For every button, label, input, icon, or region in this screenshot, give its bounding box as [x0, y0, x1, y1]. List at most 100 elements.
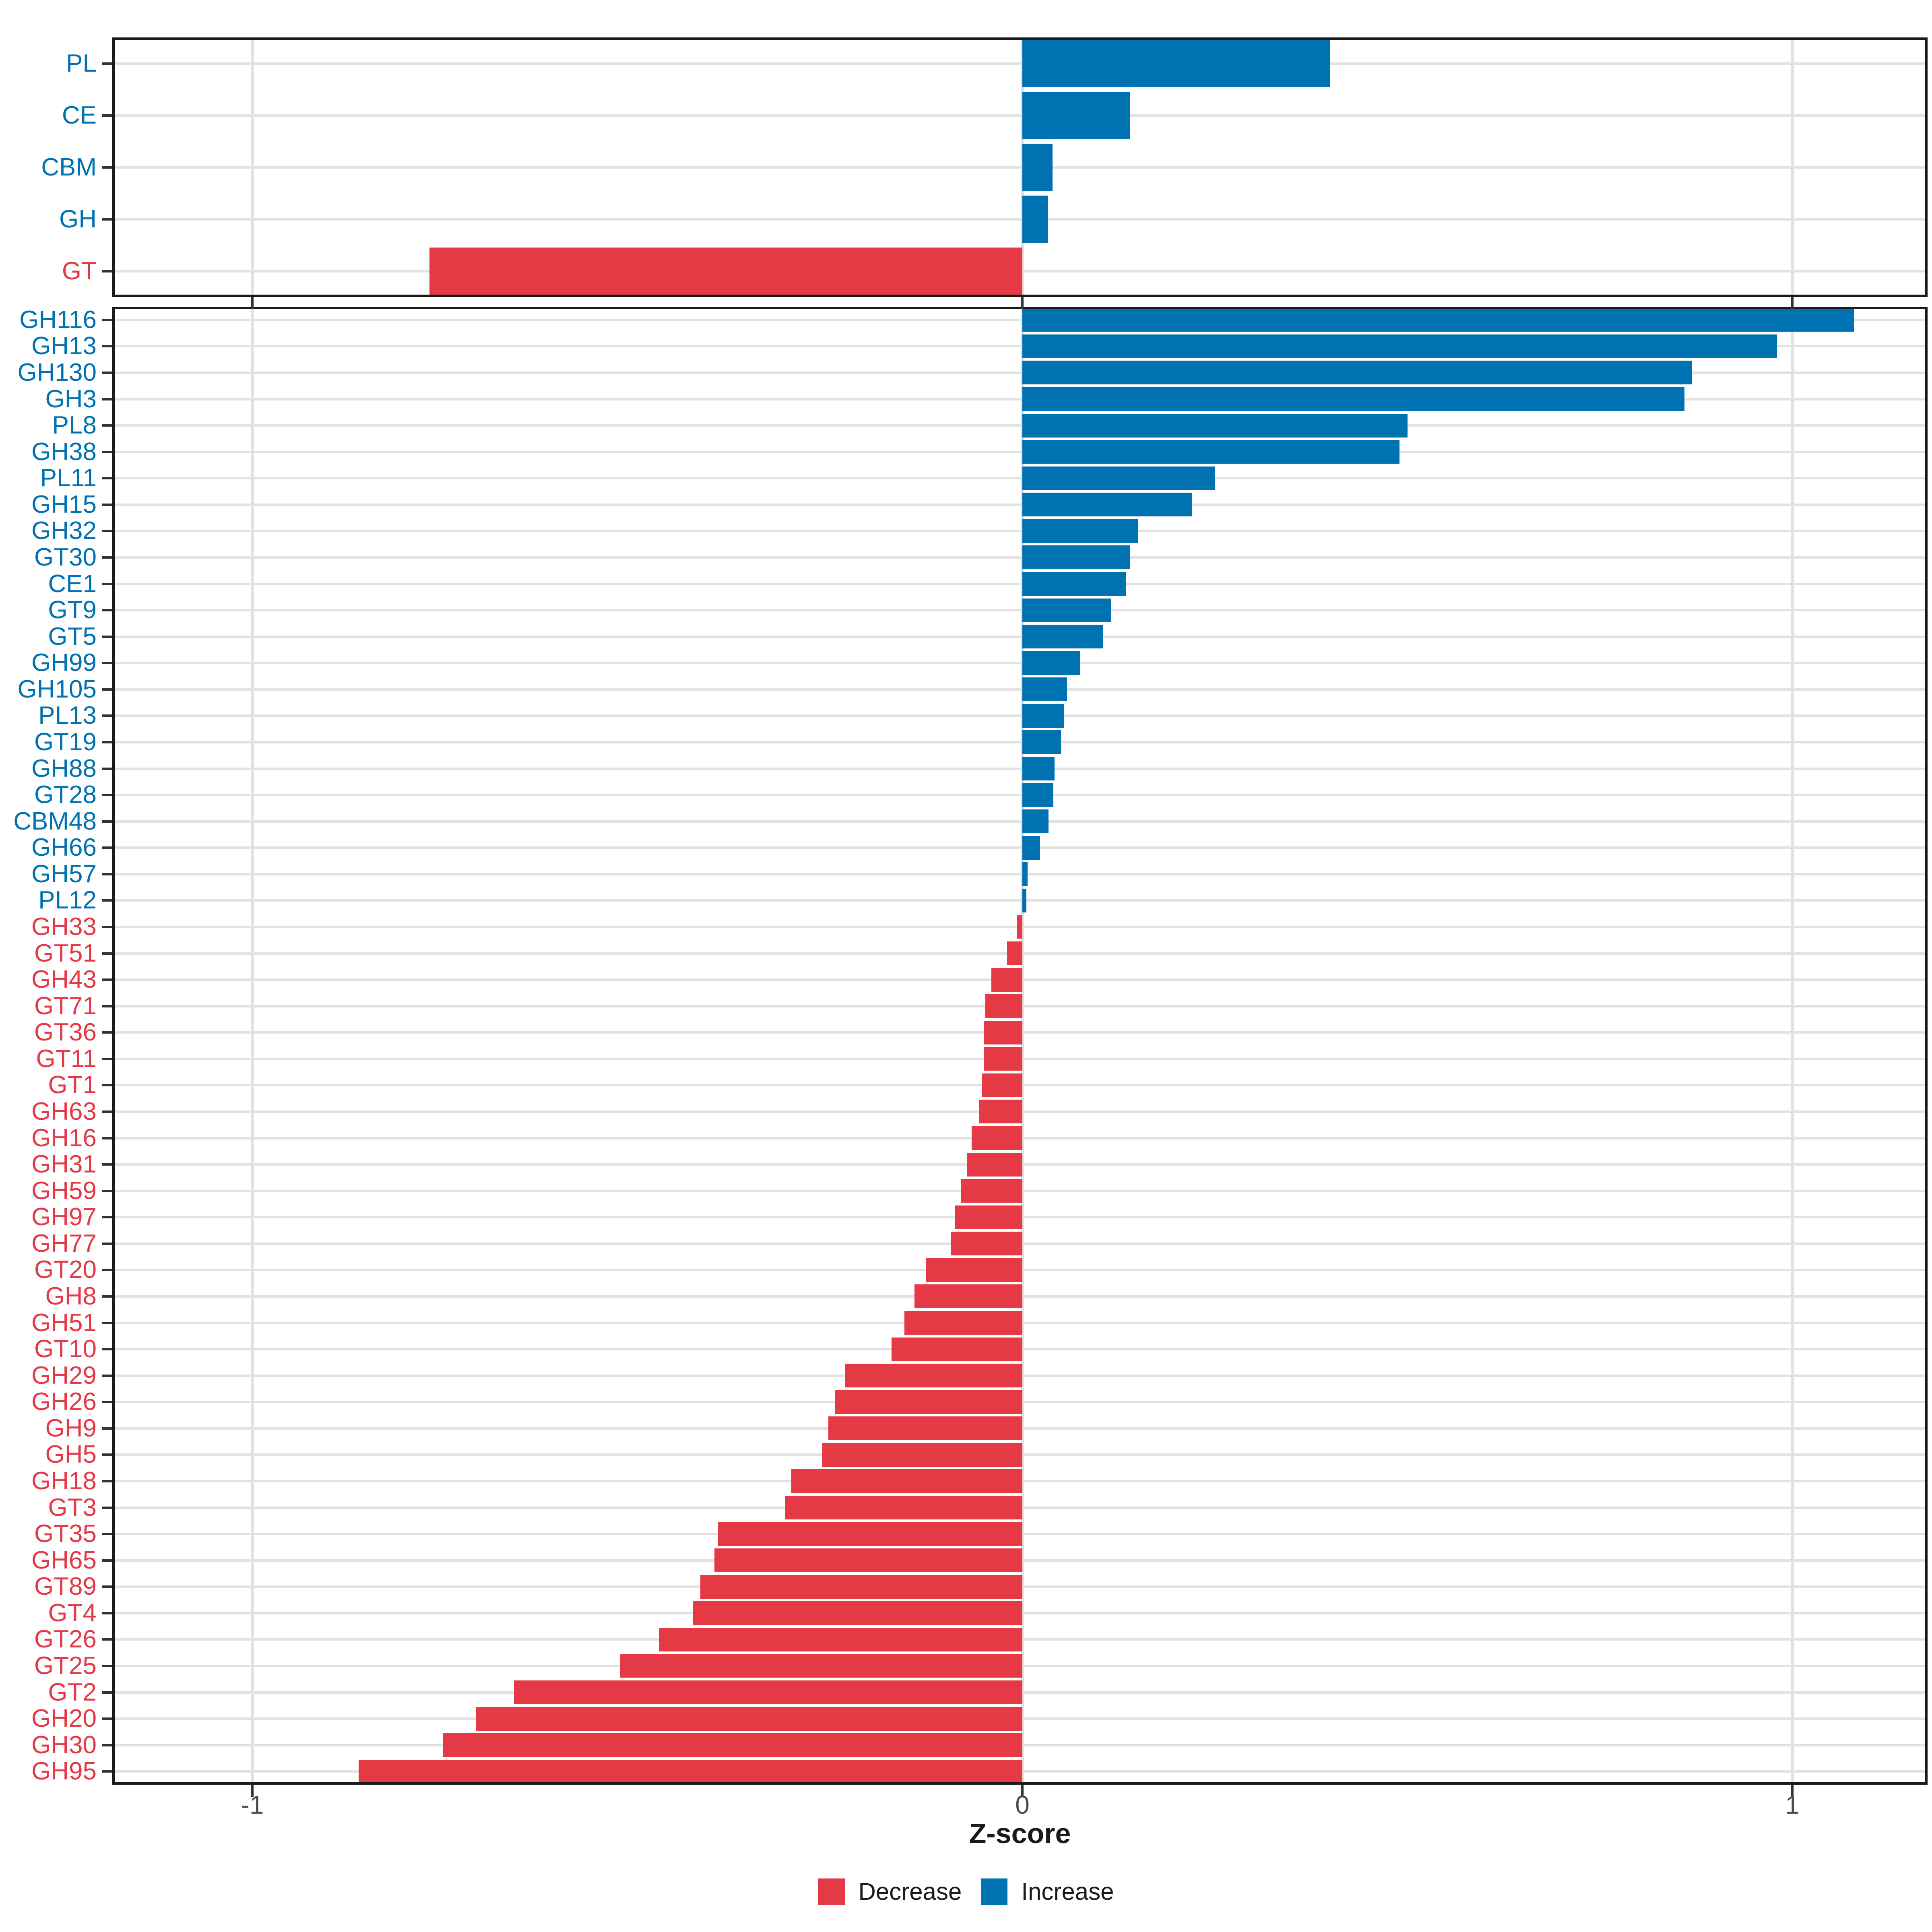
gridline-y-GH15	[112, 503, 1928, 506]
y-axis-label-GH33: GH33	[31, 912, 97, 941]
y-axis-tick-GH18	[102, 1480, 112, 1482]
y-axis-tick-GH38	[102, 450, 112, 453]
bar-GT51	[1007, 941, 1022, 965]
y-axis-label-GH15: GH15	[31, 490, 97, 518]
x-axis-tick--1	[251, 1785, 254, 1797]
x-axis-tick-label--1: -1	[241, 1790, 264, 1819]
bar-PL8	[1022, 413, 1408, 438]
y-axis-label-GT: GT	[62, 257, 97, 285]
legend-swatch-decrease	[818, 1878, 845, 1905]
y-axis-label-GH65: GH65	[31, 1546, 97, 1574]
y-axis-label-GH59: GH59	[31, 1177, 97, 1205]
bar-GT2	[514, 1680, 1022, 1704]
x-axis-tick-0	[1021, 1785, 1024, 1797]
y-axis-label-GT36: GT36	[34, 1018, 97, 1046]
gridline-y-PL12	[112, 899, 1928, 902]
y-axis-tick-GT11	[102, 1057, 112, 1060]
legend-swatch-increase	[981, 1878, 1008, 1905]
y-axis-tick-GH33	[102, 925, 112, 928]
gridline-y-GH32	[112, 530, 1928, 533]
bar-GH9	[828, 1416, 1022, 1441]
y-axis-tick-GT25	[102, 1664, 112, 1667]
y-axis-label-PL: PL	[66, 49, 97, 77]
bar-PL12	[1022, 888, 1026, 912]
y-axis-label-GH16: GH16	[31, 1124, 97, 1152]
y-axis-label-GT89: GT89	[34, 1573, 97, 1601]
y-axis-tick-GT36	[102, 1031, 112, 1034]
bar-GT4	[693, 1601, 1022, 1625]
y-axis-label-GT9: GT9	[48, 596, 97, 624]
y-axis-tick-GH16	[102, 1137, 112, 1139]
bar-GH	[1022, 196, 1048, 243]
y-axis-label-CBM48: CBM48	[13, 807, 97, 835]
bar-GH66	[1022, 836, 1040, 860]
x-axis-tick-0	[1021, 297, 1024, 309]
class-panel-plot-area	[112, 37, 1928, 297]
bar-GH3	[1022, 387, 1685, 411]
legend-label-increase: Increase	[1021, 1878, 1114, 1905]
bar-GH105	[1022, 677, 1067, 702]
bar-GT	[429, 248, 1022, 295]
y-axis-label-GH130: GH130	[17, 358, 97, 386]
y-axis-label-GH30: GH30	[31, 1731, 97, 1759]
bar-GH77	[951, 1232, 1022, 1256]
y-axis-tick-GH66	[102, 846, 112, 849]
bar-GT11	[984, 1047, 1022, 1071]
y-axis-tick-GH20	[102, 1717, 112, 1720]
y-axis-tick-GT9	[102, 609, 112, 612]
x-axis-title: Z-score	[969, 1818, 1071, 1849]
y-axis-label-GH9: GH9	[45, 1414, 97, 1442]
y-axis-tick-GT20	[102, 1269, 112, 1271]
gridline-y-PL11	[112, 477, 1928, 480]
bar-GH33	[1017, 915, 1022, 939]
y-axis-label-GH51: GH51	[31, 1309, 97, 1337]
bar-GH63	[979, 1100, 1022, 1124]
y-axis-label-GH5: GH5	[45, 1441, 97, 1469]
gridline-y-GH13	[112, 345, 1928, 348]
bar-CE	[1022, 92, 1130, 139]
y-axis-label-GH8: GH8	[45, 1282, 97, 1310]
y-axis-tick-CE	[102, 114, 112, 117]
y-axis-label-CE1: CE1	[48, 570, 97, 598]
gridline-y-GH	[112, 218, 1928, 221]
bar-GH95	[358, 1759, 1022, 1783]
y-axis-tick-GH95	[102, 1770, 112, 1773]
gridline-y-GH130	[112, 371, 1928, 374]
y-axis-label-GT30: GT30	[34, 543, 97, 571]
bar-PL	[1022, 40, 1331, 87]
gridline-y-GT5	[112, 635, 1928, 638]
y-axis-tick-GH88	[102, 767, 112, 770]
y-axis-label-GT5: GT5	[48, 622, 97, 650]
bar-GH97	[954, 1205, 1022, 1229]
gridline-y-GH66	[112, 846, 1928, 849]
gridline-y-PL8	[112, 424, 1928, 427]
bar-GT71	[985, 994, 1022, 1018]
y-axis-tick-GT3	[102, 1506, 112, 1509]
x-axis-tick--1	[251, 297, 254, 309]
y-axis-tick-GH5	[102, 1453, 112, 1456]
y-axis-label-GT19: GT19	[34, 728, 97, 756]
bar-GT26	[659, 1627, 1022, 1651]
y-axis-label-GT35: GT35	[34, 1520, 97, 1548]
y-axis-tick-GH8	[102, 1295, 112, 1298]
y-axis-tick-GT	[102, 270, 112, 272]
y-axis-tick-GT35	[102, 1533, 112, 1536]
y-axis-label-GH57: GH57	[31, 860, 97, 888]
y-axis-tick-GT26	[102, 1638, 112, 1641]
gridline-y-GH57	[112, 873, 1928, 875]
bar-GH32	[1022, 519, 1138, 543]
x-axis-tick-1	[1791, 297, 1794, 309]
bar-GH38	[1022, 440, 1400, 464]
y-axis-tick-PL12	[102, 899, 112, 902]
y-axis-label-GH97: GH97	[31, 1203, 97, 1231]
y-axis-tick-GT28	[102, 794, 112, 797]
gridline-y-GT30	[112, 556, 1928, 559]
gridline-y-CBM48	[112, 820, 1928, 823]
y-axis-label-GT26: GT26	[34, 1625, 97, 1653]
bar-GH65	[714, 1548, 1022, 1573]
bar-GH99	[1022, 651, 1080, 675]
y-axis-label-GT28: GT28	[34, 781, 97, 809]
gridline-y-GT9	[112, 609, 1928, 612]
family-panel-plot-area	[112, 307, 1928, 1785]
y-axis-tick-PL11	[102, 477, 112, 480]
